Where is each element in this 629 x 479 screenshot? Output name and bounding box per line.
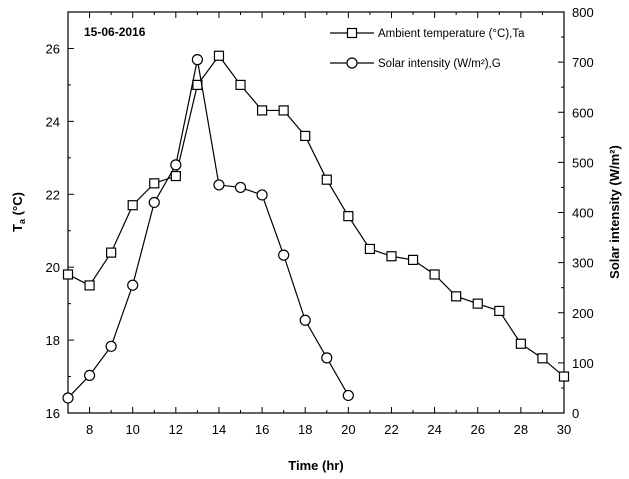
data-point-solar: [62, 392, 74, 404]
left-tick-label: 20: [46, 260, 60, 275]
right-tick-label: 700: [572, 55, 594, 70]
data-point-temperature: [494, 305, 505, 317]
series-line-temperature: [67, 54, 565, 378]
data-point-temperature: [515, 338, 526, 349]
left-tick-label: 22: [46, 187, 60, 202]
right-tick-label: 0: [572, 406, 579, 421]
data-point-temperature: [149, 178, 160, 189]
left-tick-label: 16: [46, 406, 60, 421]
right-axis-title: Solar intensity (W/m²): [607, 145, 622, 279]
right-tick-label: 400: [572, 206, 594, 221]
data-point-temperature: [321, 174, 332, 185]
x-tick-label: 28: [514, 422, 528, 437]
right-tick-label: 500: [572, 155, 594, 170]
data-point-solar: [278, 249, 290, 261]
x-tick-label: 8: [86, 422, 93, 437]
legend-marker-solar: [346, 57, 358, 69]
x-tick-label: 24: [427, 422, 441, 437]
data-point-temperature: [278, 105, 289, 116]
x-tick-label: 18: [298, 422, 312, 437]
legend: Ambient temperature (°C),Ta Solar intens…: [330, 27, 525, 70]
right-tick-label: 100: [572, 356, 594, 371]
data-point-temperature: [364, 243, 376, 255]
data-point-temperature: [451, 291, 462, 302]
data-point-temperature: [213, 50, 225, 61]
data-point-temperature: [429, 269, 440, 280]
x-tick-label: 10: [125, 422, 139, 437]
x-axis-ticks: 8 10 12 14 16 18 20 22 24 26 28 30: [67, 12, 571, 437]
series-layer: [62, 50, 570, 404]
data-point-solar: [148, 196, 160, 209]
plot-frame: [67, 11, 565, 414]
legend-label-temperature: Ambient temperature (°C),Ta: [378, 28, 525, 40]
x-tick-label: 20: [341, 422, 355, 437]
data-point-solar: [234, 181, 247, 194]
data-point-temperature: [407, 254, 419, 265]
right-tick-label: 800: [572, 5, 594, 20]
data-point-temperature: [558, 371, 570, 382]
series-line-solar: [67, 59, 349, 399]
data-point-solar: [127, 279, 139, 291]
legend-marker-temperature: [346, 27, 358, 39]
right-tick-label: 300: [572, 256, 594, 271]
data-point-temperature: [170, 170, 181, 182]
x-tick-label: 16: [255, 422, 269, 437]
left-tick-label: 26: [46, 41, 60, 56]
data-point-temperature: [343, 211, 354, 222]
left-axis-title-main: T: [10, 224, 25, 232]
data-point-solar: [299, 314, 311, 326]
data-point-temperature: [386, 251, 397, 262]
x-tick-label: 14: [212, 422, 226, 437]
legend-label-solar: Solar intensity (W/m²),G: [378, 58, 501, 70]
data-point-temperature: [235, 79, 246, 91]
data-point-temperature: [192, 79, 203, 91]
data-point-solar: [213, 179, 225, 191]
data-point-solar: [321, 352, 333, 364]
data-point-solar: [170, 159, 182, 171]
date-annotation: 15-06-2016: [84, 25, 146, 39]
data-point-solar: [83, 369, 96, 382]
data-point-temperature: [62, 269, 74, 280]
data-point-solar: [256, 189, 268, 201]
data-point-temperature: [106, 247, 117, 258]
left-axis-title-subscript: a: [17, 218, 27, 224]
left-axis-title-unit: (°C): [10, 192, 25, 219]
x-tick-label: 22: [384, 422, 398, 437]
data-point-temperature: [84, 280, 95, 291]
right-tick-label: 200: [572, 306, 594, 321]
left-tick-label: 18: [46, 333, 60, 348]
right-tick-label: 600: [572, 105, 594, 120]
left-axis-ticks: 16 18 20 22 24 26: [46, 41, 74, 421]
right-axis-ticks: 0 100 200 300 400 500 600 700 800: [558, 5, 594, 421]
data-point-temperature: [256, 105, 268, 116]
x-tick-label: 30: [557, 422, 571, 437]
data-point-solar: [191, 54, 203, 66]
x-tick-label: 26: [471, 422, 485, 437]
data-point-temperature: [472, 298, 483, 309]
data-point-solar: [342, 389, 354, 402]
data-point-temperature: [300, 130, 311, 142]
left-axis-title: Ta (°C): [10, 192, 27, 232]
data-point-temperature: [127, 200, 138, 211]
x-tick-label: 12: [169, 422, 183, 437]
left-tick-label: 24: [46, 114, 60, 129]
data-point-temperature: [537, 353, 548, 364]
data-point-solar: [105, 340, 117, 352]
x-axis-title: Time (hr): [288, 458, 343, 473]
